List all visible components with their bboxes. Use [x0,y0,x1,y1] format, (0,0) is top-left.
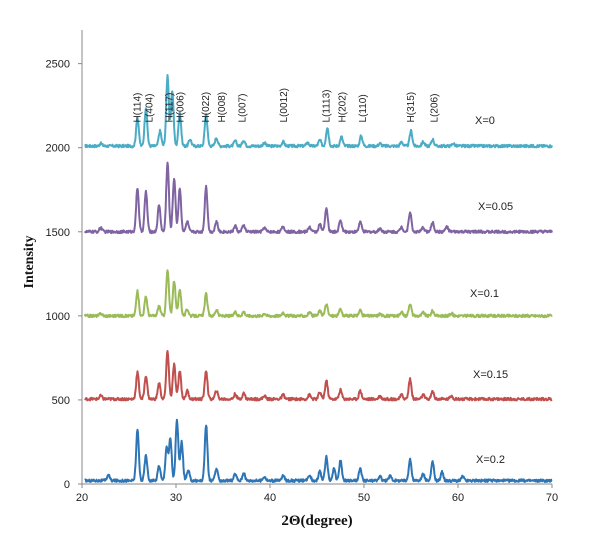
peak-label: H(008) [217,92,228,123]
peak-label: H(114) [132,93,143,123]
peak-label: L(110) [358,94,369,122]
series-label: X=0.15 [473,369,508,381]
peak-label: H(022) [201,92,212,123]
peak-label: L(1113) [321,89,332,122]
y-tick-label: 2000 [46,143,70,155]
x-tick-label: 70 [546,492,558,504]
peak-label: L(206) [430,94,441,123]
y-tick-label: 500 [52,395,70,407]
series-label: X=0.1 [470,288,499,300]
y-axis-title: Intensity [22,236,37,289]
x-tick-label: 20 [76,492,88,504]
series-line [84,350,553,402]
x-tick-labels: 20 30 40 50 60 70 [76,484,558,504]
peak-label: H(315) [406,92,417,123]
series-line [83,269,553,319]
y-tick-label: 1500 [46,227,70,239]
x-tick-label: 40 [264,492,276,504]
x-tick-label: 50 [358,492,370,504]
series-label: X=0.2 [476,454,505,466]
y-tick-label: 0 [64,479,70,491]
y-tick-label: 1000 [46,311,70,323]
series-line [83,161,553,235]
y-tick-label: 2500 [46,59,70,71]
x-tick-label: 30 [170,492,182,504]
peak-label: H(202) [337,92,348,123]
series-line [84,418,553,483]
peak-label: L(007) [238,94,249,123]
peak-label: H(117) [164,93,175,123]
series-line [84,74,553,149]
x-axis-title: 2Θ(degree) [281,513,352,529]
series-group [83,74,553,483]
peak-label: L(404) [145,94,156,123]
x-tick-label: 60 [452,492,464,504]
y-tick-labels: 0 500 1000 1500 2000 2500 [46,59,82,491]
peak-label: L(0012) [279,88,290,122]
series-labels: X=0 X=0.05 X=0.1 X=0.15 X=0.2 [470,115,513,466]
series-label: X=0.05 [478,201,513,213]
series-label: X=0 [475,115,495,127]
peak-labels: H(114) L(404) H(117) H(006) H(022) H(008) L(00… [132,88,440,122]
peak-label: H(006) [176,92,187,123]
